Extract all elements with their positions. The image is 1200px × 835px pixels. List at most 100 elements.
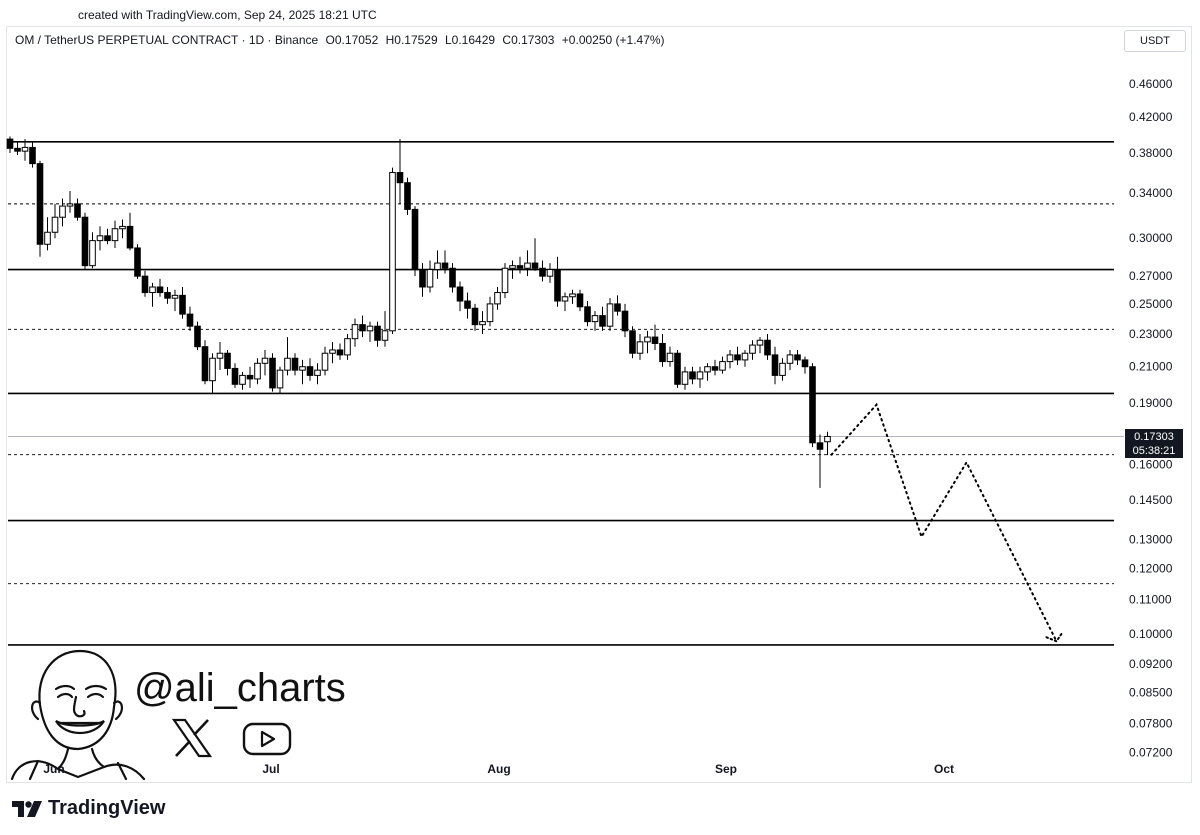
candle[interactable]: [336, 343, 344, 360]
candle[interactable]: [59, 198, 66, 227]
candle[interactable]: [351, 318, 359, 347]
candle[interactable]: [434, 250, 441, 279]
candle[interactable]: [164, 287, 171, 304]
candle[interactable]: [134, 244, 141, 279]
candle[interactable]: [14, 141, 21, 155]
candle[interactable]: [359, 315, 366, 338]
candle[interactable]: [711, 359, 719, 376]
symbol-name[interactable]: OM / TetherUS PERPETUAL CONTRACT · 1D · …: [15, 33, 319, 47]
candle[interactable]: [584, 301, 591, 327]
candle[interactable]: [456, 281, 464, 312]
candle[interactable]: [719, 356, 726, 374]
candle[interactable]: [291, 353, 299, 376]
candle[interactable]: [569, 289, 576, 304]
candle[interactable]: [171, 289, 179, 312]
candle[interactable]: [126, 212, 134, 251]
candle[interactable]: [651, 324, 659, 350]
candle[interactable]: [606, 298, 614, 331]
candle[interactable]: [329, 341, 336, 364]
candle[interactable]: [224, 349, 231, 376]
candle[interactable]: [411, 206, 419, 277]
candle[interactable]: [194, 321, 201, 350]
candle[interactable]: [801, 356, 809, 374]
candle[interactable]: [494, 287, 501, 310]
candle[interactable]: [809, 363, 816, 448]
candle[interactable]: [576, 289, 584, 312]
candle[interactable]: [599, 306, 606, 331]
candle[interactable]: [531, 238, 539, 271]
candle[interactable]: [104, 228, 111, 245]
candle[interactable]: [644, 330, 651, 354]
candle[interactable]: [554, 256, 561, 307]
candle[interactable]: [756, 337, 764, 354]
candle[interactable]: [726, 349, 734, 369]
currency-button[interactable]: USDT: [1124, 30, 1186, 52]
candle[interactable]: [389, 167, 396, 334]
candle[interactable]: [614, 295, 621, 316]
candle[interactable]: [749, 340, 756, 360]
candle[interactable]: [659, 333, 666, 367]
candle[interactable]: [239, 371, 246, 390]
candle[interactable]: [689, 366, 696, 385]
candle[interactable]: [89, 232, 96, 269]
candle[interactable]: [419, 263, 426, 297]
candle[interactable]: [29, 141, 36, 168]
candle[interactable]: [321, 346, 329, 376]
candle[interactable]: [21, 139, 29, 161]
candle[interactable]: [156, 278, 164, 297]
chart-frame[interactable]: [6, 26, 1192, 783]
candle[interactable]: [374, 321, 381, 347]
candle[interactable]: [396, 139, 404, 204]
candle[interactable]: [201, 340, 209, 385]
candle[interactable]: [524, 250, 531, 277]
candle[interactable]: [6, 136, 14, 154]
projection-line[interactable]: [830, 402, 1058, 643]
candle[interactable]: [696, 366, 704, 388]
candle[interactable]: [621, 303, 629, 338]
candle[interactable]: [786, 349, 794, 371]
candle[interactable]: [344, 333, 351, 360]
candle[interactable]: [771, 346, 779, 385]
candle[interactable]: [464, 292, 471, 319]
candle[interactable]: [96, 226, 104, 251]
candle[interactable]: [794, 349, 801, 366]
candle[interactable]: [629, 326, 636, 359]
candle[interactable]: [479, 311, 486, 334]
candle[interactable]: [366, 321, 374, 342]
candle[interactable]: [209, 353, 216, 394]
candle[interactable]: [449, 263, 456, 293]
candle[interactable]: [546, 263, 554, 283]
candle[interactable]: [471, 303, 479, 331]
candle[interactable]: [816, 434, 824, 488]
candle[interactable]: [51, 203, 59, 239]
candle[interactable]: [561, 292, 569, 312]
candle[interactable]: [674, 349, 681, 388]
tradingview-logo[interactable]: TradingView: [12, 797, 165, 820]
candle[interactable]: [186, 306, 194, 331]
candle[interactable]: [66, 191, 74, 213]
candle[interactable]: [441, 250, 449, 274]
candle[interactable]: [764, 333, 771, 360]
candle[interactable]: [74, 198, 81, 221]
candle[interactable]: [741, 349, 749, 367]
candle[interactable]: [231, 363, 239, 388]
candle[interactable]: [404, 177, 411, 215]
candle[interactable]: [44, 217, 51, 251]
candle[interactable]: [779, 358, 786, 381]
candle[interactable]: [149, 282, 156, 307]
candle[interactable]: [299, 359, 306, 385]
candle[interactable]: [501, 263, 509, 299]
candle[interactable]: [276, 366, 284, 394]
candle[interactable]: [246, 366, 254, 388]
candle[interactable]: [426, 260, 434, 293]
candle[interactable]: [314, 363, 321, 385]
candle[interactable]: [486, 296, 494, 327]
candle[interactable]: [179, 287, 186, 319]
candle[interactable]: [539, 260, 546, 282]
candle[interactable]: [119, 219, 126, 239]
candle[interactable]: [381, 311, 389, 347]
candle[interactable]: [734, 346, 741, 366]
candle[interactable]: [111, 220, 119, 248]
candle[interactable]: [509, 260, 516, 279]
candle[interactable]: [636, 333, 644, 360]
